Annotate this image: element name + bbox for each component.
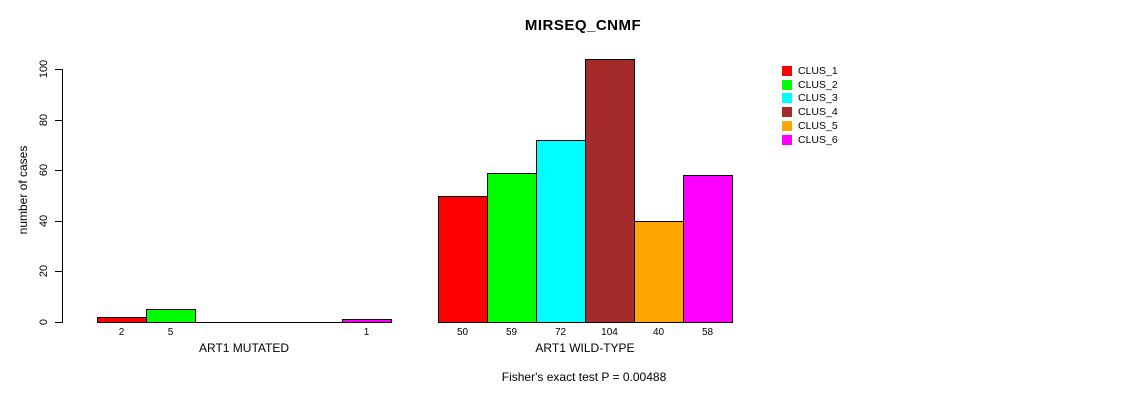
- legend-swatch-clus-3: [782, 93, 792, 103]
- legend-label: CLUS_6: [798, 134, 838, 146]
- bar-value-label: 1: [363, 327, 370, 338]
- y-tick: [55, 120, 62, 121]
- bar-value-label: 58: [701, 327, 714, 338]
- y-tick: [55, 170, 62, 171]
- y-tick: [55, 69, 62, 70]
- legend-item-clus-1: CLUS_1: [782, 65, 838, 77]
- legend-item-clus-4: CLUS_4: [782, 106, 838, 118]
- bar-clus-6-art1-wild-type: [683, 175, 733, 323]
- legend-item-clus-3: CLUS_3: [782, 92, 838, 104]
- bar-value-label: 104: [601, 327, 618, 338]
- legend-swatch-clus-6: [782, 135, 792, 145]
- legend-item-clus-6: CLUS_6: [782, 134, 838, 146]
- bar-clus-1-art1-wild-type: [438, 196, 488, 323]
- bar-clus-4-art1-wild-type: [585, 59, 635, 323]
- y-tick-label: 0: [38, 318, 50, 326]
- y-tick-label: 60: [38, 163, 50, 177]
- bar-value-label: 50: [456, 327, 469, 338]
- bar-clus-2-art1-mutated: [146, 309, 196, 323]
- chart-title: MIRSEQ_CNMF: [524, 17, 642, 34]
- bar-clus-1-art1-mutated: [97, 317, 147, 323]
- legend-label: CLUS_4: [798, 106, 838, 118]
- y-axis-line: [62, 69, 63, 323]
- bar-value-label: 2: [118, 327, 125, 338]
- y-tick-label: 100: [38, 59, 50, 79]
- legend-swatch-clus-4: [782, 107, 792, 117]
- y-tick: [55, 271, 62, 272]
- legend-label: CLUS_2: [798, 79, 838, 91]
- legend-label: CLUS_5: [798, 120, 838, 132]
- legend-swatch-clus-5: [782, 121, 792, 131]
- legend-item-clus-5: CLUS_5: [782, 120, 838, 132]
- group-baseline-art1-mutated: [97, 322, 392, 323]
- legend-label: CLUS_1: [798, 65, 838, 77]
- y-tick-label: 40: [38, 214, 50, 228]
- legend-item-clus-2: CLUS_2: [782, 79, 838, 91]
- bar-value-label: 5: [167, 327, 174, 338]
- y-tick: [55, 322, 62, 323]
- bar-clus-3-art1-wild-type: [536, 140, 586, 323]
- y-tick-label: 80: [38, 113, 50, 127]
- bar-clus-5-art1-wild-type: [634, 221, 684, 323]
- y-tick-label: 20: [38, 264, 50, 278]
- bar-value-label: 72: [554, 327, 567, 338]
- bar-clus-6-art1-mutated: [342, 319, 392, 323]
- legend-swatch-clus-1: [782, 66, 792, 76]
- y-axis-label: number of cases: [16, 145, 30, 235]
- bar-value-label: 59: [505, 327, 518, 338]
- fisher-test-annotation: Fisher's exact test P = 0.00488: [501, 370, 667, 384]
- group-label-art1-mutated: ART1 MUTATED: [198, 341, 290, 355]
- bar-value-label: 40: [652, 327, 665, 338]
- group-label-art1-wild-type: ART1 WILD-TYPE: [535, 341, 635, 355]
- legend-label: CLUS_3: [798, 92, 838, 104]
- y-tick: [55, 221, 62, 222]
- legend-swatch-clus-2: [782, 80, 792, 90]
- bar-clus-2-art1-wild-type: [487, 173, 537, 323]
